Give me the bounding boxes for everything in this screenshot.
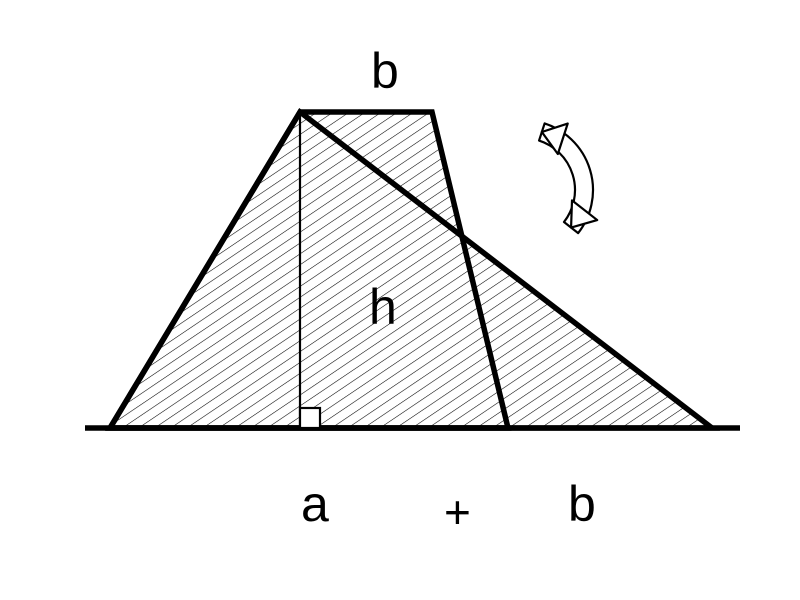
- label-b-top-text: b: [371, 43, 399, 99]
- label-a: a: [301, 475, 329, 533]
- label-a-text: a: [301, 476, 329, 532]
- label-plus-text: +: [444, 486, 471, 538]
- label-h-text: h: [369, 279, 397, 335]
- label-h: h: [369, 278, 397, 336]
- label-b-top: b: [371, 42, 399, 100]
- diagram-svg: [0, 0, 800, 600]
- label-b-bottom-text: b: [568, 476, 596, 532]
- label-plus: +: [444, 485, 471, 539]
- label-b-bottom: b: [568, 475, 596, 533]
